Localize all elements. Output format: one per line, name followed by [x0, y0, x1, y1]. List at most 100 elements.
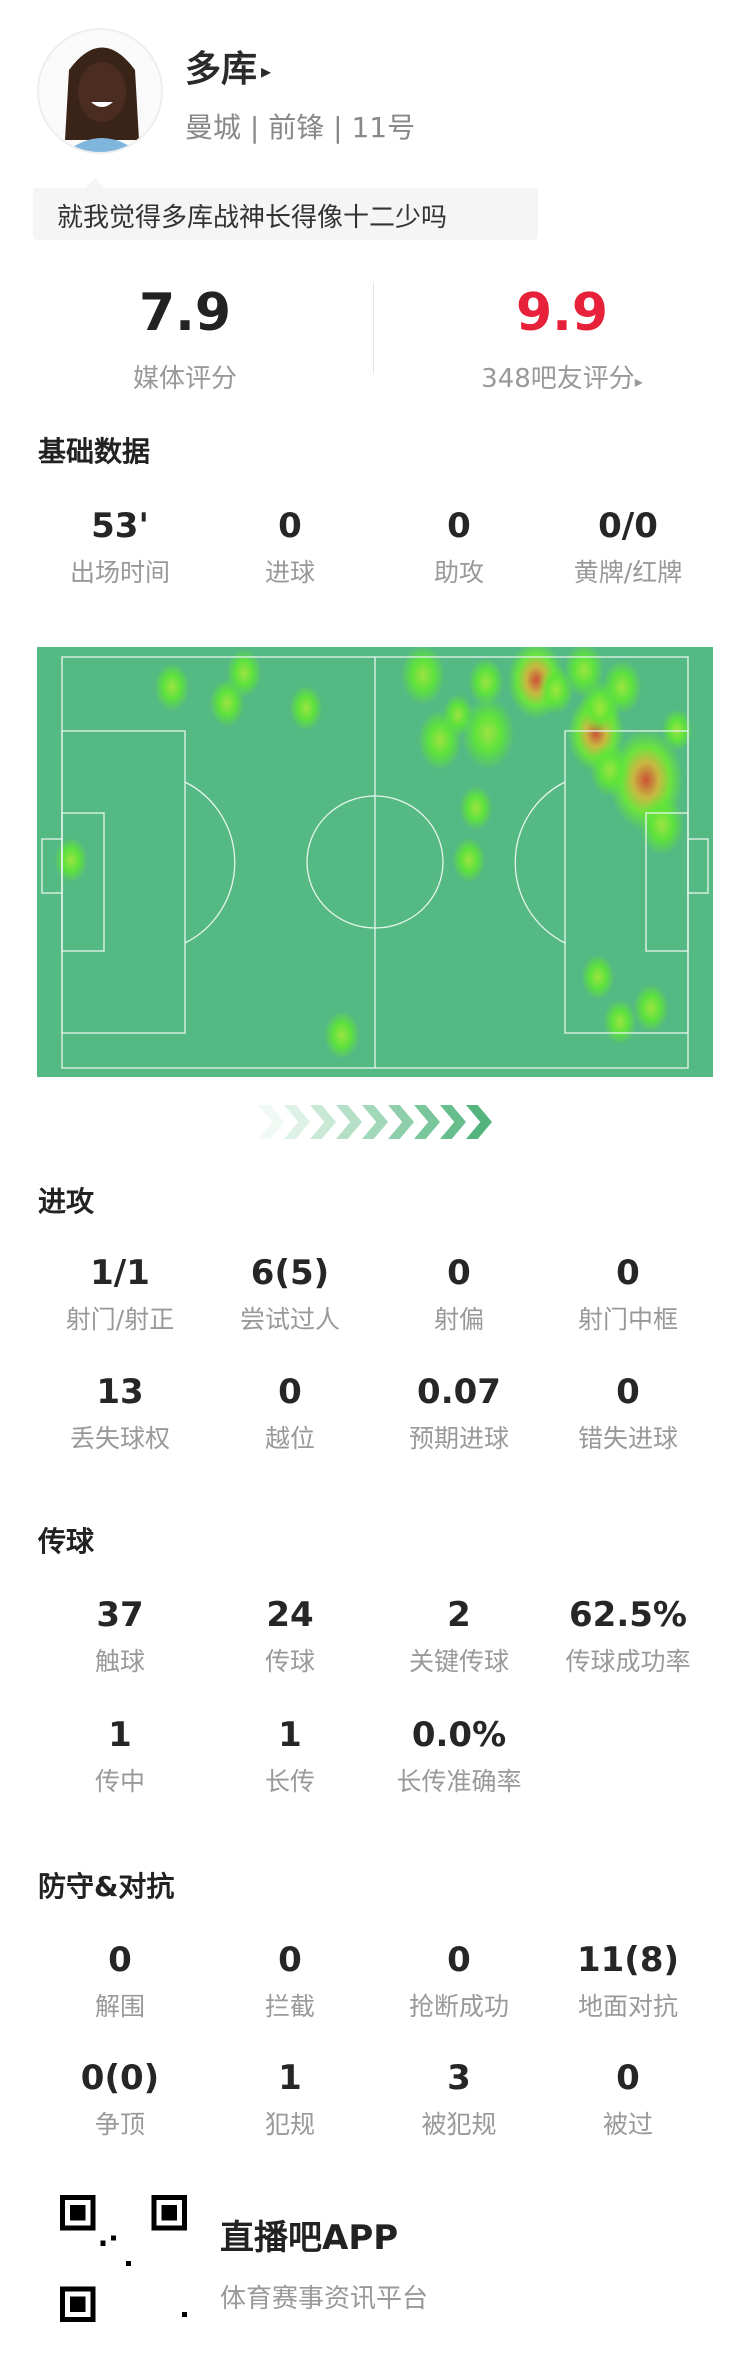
stat-label: 地面对抗: [577, 1992, 678, 2021]
stat-value: 37: [96, 1595, 144, 1635]
heat-spot: [154, 663, 190, 711]
stat-value: 1/1: [90, 1253, 150, 1293]
stat-value: 0: [278, 506, 302, 546]
stat-label: 关键传球: [408, 1647, 509, 1676]
heat-spot: [54, 837, 88, 883]
heat-spot: [661, 709, 693, 751]
section-title-basic: 基础数据: [38, 435, 151, 468]
play-arrow-icon: ▸: [261, 59, 272, 83]
stat-label: 射门/射正: [65, 1305, 175, 1334]
stat-label: 被犯规: [421, 2110, 497, 2139]
heat-spot: [209, 679, 245, 727]
defense-stat: 1 犯规: [190, 2057, 390, 2141]
attack-stat: 13 丢失球权: [20, 1371, 220, 1455]
basic-stat: 0/0 黄牌/红牌: [528, 505, 728, 589]
basic-stat: 0 进球: [190, 505, 390, 589]
stat-label: 争顶: [94, 2110, 145, 2139]
left-penalty-box: [61, 730, 186, 1034]
chevron-right-icon: [284, 1105, 310, 1139]
stat-label: 长传: [264, 1767, 315, 1796]
stat-value: 1: [278, 1715, 302, 1755]
stat-label: 射门中框: [577, 1305, 678, 1334]
stat-value: 1: [108, 1715, 132, 1755]
stat-label: 黄牌/红牌: [573, 558, 683, 587]
stat-label: 错失进球: [577, 1424, 678, 1453]
media-rating-label: 媒体评分: [132, 364, 237, 394]
player-name: 多库: [185, 49, 258, 90]
app-slogan: 体育赛事资讯平台: [220, 2284, 429, 2314]
passing-stat: 2 关键传球: [359, 1594, 559, 1678]
comment-bubble[interactable]: 就我觉得多库战神长得像十二少吗: [33, 178, 538, 240]
stat-label: 触球: [94, 1647, 145, 1676]
stat-label: 丢失球权: [69, 1424, 170, 1453]
heat-spot: [602, 660, 642, 714]
passing-stat: 0.0% 长传准确率: [359, 1714, 559, 1798]
passing-stat: 62.5% 传球成功率: [528, 1594, 728, 1678]
qr-code-icon: [60, 2195, 187, 2322]
stat-value: 0: [616, 1372, 640, 1412]
heat-spot: [452, 837, 486, 883]
stat-label: 进球: [264, 558, 315, 587]
stat-value: 0: [447, 506, 471, 546]
stat-label: 被过: [602, 2110, 653, 2139]
center-circle: [306, 795, 444, 929]
stat-value: 0: [278, 1372, 302, 1412]
direction-arrows-icon: [258, 1105, 492, 1139]
passing-stat: 37 触球: [20, 1594, 220, 1678]
chevron-right-icon: [388, 1105, 414, 1139]
heat-spot: [401, 647, 445, 705]
heat-spot: [442, 694, 474, 736]
stat-value: 24: [266, 1595, 314, 1635]
basic-stat: 0 助攻: [359, 505, 559, 589]
stat-value: 53': [91, 506, 149, 546]
stat-value: 0: [108, 1940, 132, 1980]
section-title-passing: 传球: [38, 1525, 95, 1558]
player-avatar[interactable]: [37, 28, 163, 154]
media-rating: 7.9 媒体评分: [35, 282, 335, 395]
chevron-right-icon: [362, 1105, 388, 1139]
section-title-defense: 防守&对抗: [38, 1870, 175, 1903]
stat-value: 1: [278, 2058, 302, 2098]
stat-value: 0(0): [80, 2058, 160, 2098]
passing-stat: 1 传中: [20, 1714, 220, 1798]
defense-stat: 3 被犯规: [359, 2057, 559, 2141]
chevron-right-icon: [336, 1105, 362, 1139]
stat-label: 解围: [94, 1992, 145, 2021]
heat-spot: [564, 647, 604, 697]
heat-spot: [468, 658, 504, 706]
stat-label: 射偏: [433, 1305, 484, 1334]
attack-stat: 0 射门中框: [528, 1252, 728, 1336]
stat-label: 助攻: [433, 558, 484, 587]
heatmap-pitch: [37, 647, 713, 1077]
attack-stat: 0.07 预期进球: [359, 1371, 559, 1455]
play-arrow-icon: ▸: [634, 372, 643, 391]
stat-value: 6(5): [250, 1253, 330, 1293]
stat-value: 0: [278, 1940, 302, 1980]
stat-label: 传球: [264, 1647, 315, 1676]
chevron-right-icon: [466, 1105, 492, 1139]
player-name-link[interactable]: 多库 ▸: [185, 40, 271, 92]
stat-value: 3: [447, 2058, 471, 2098]
heat-spot: [461, 697, 515, 769]
heat-spot: [538, 666, 574, 714]
stat-value: 0: [616, 1253, 640, 1293]
stat-value: 62.5%: [569, 1595, 687, 1635]
media-rating-value: 7.9: [138, 283, 232, 343]
defense-stat: 0 抢断成功: [359, 1939, 559, 2023]
stat-label: 拦截: [264, 1992, 315, 2021]
heat-spot: [633, 984, 669, 1032]
app-name: 直播吧APP: [220, 2218, 399, 2258]
stat-value: 0: [616, 2058, 640, 2098]
fan-rating-value: 9.9: [515, 283, 609, 343]
stat-value: 0: [447, 1940, 471, 1980]
stat-value: 0.0%: [411, 1715, 507, 1755]
player-photo-icon: [39, 30, 161, 152]
stat-label: 预期进球: [408, 1424, 509, 1453]
stat-label: 传球成功率: [565, 1647, 691, 1676]
chevron-right-icon: [440, 1105, 466, 1139]
stat-label: 传中: [94, 1767, 145, 1796]
heat-spot: [289, 685, 323, 731]
fan-rating[interactable]: 9.9 348吧友评分▸: [412, 282, 712, 395]
stat-label: 越位: [264, 1424, 315, 1453]
stat-value: 11(8): [576, 1940, 680, 1980]
